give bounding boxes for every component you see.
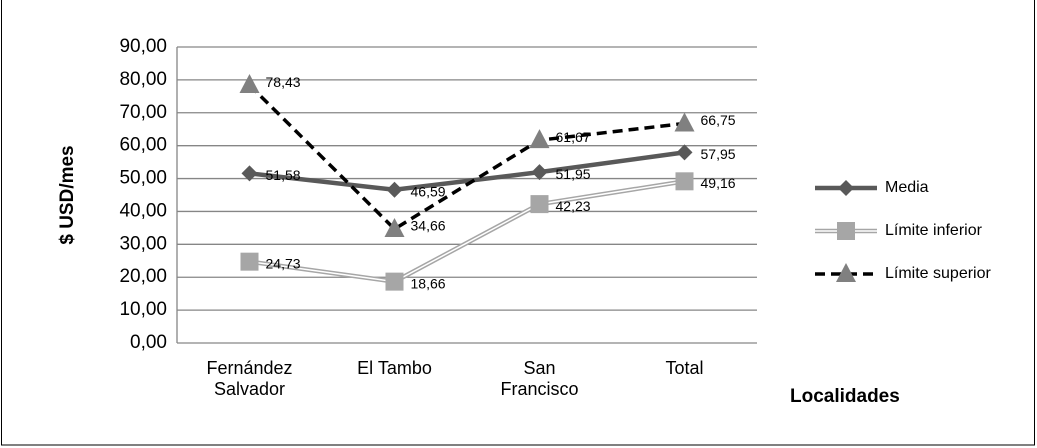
series-line <box>249 179 685 284</box>
legend-marker <box>836 263 856 282</box>
x-tick-label: Total <box>665 358 704 378</box>
series-line <box>248 83 685 232</box>
data-point <box>241 165 258 182</box>
y-tick-label: 10,00 <box>119 299 167 320</box>
x-axis-label: Localidades <box>790 386 900 407</box>
legend-label: Límite inferior <box>885 222 983 239</box>
x-tick-label: El Tambo <box>357 358 432 378</box>
data-label: 66,75 <box>701 112 736 128</box>
data-point <box>386 181 403 198</box>
legend-marker <box>838 180 854 196</box>
data-label: 61,67 <box>556 129 591 145</box>
data-label: 24,73 <box>266 255 301 271</box>
data-point <box>531 164 548 181</box>
data-point <box>675 172 694 191</box>
data-label: 51,58 <box>266 167 301 183</box>
data-point <box>529 129 550 149</box>
y-tick-label: 70,00 <box>119 102 167 123</box>
data-point <box>676 144 693 161</box>
data-point <box>240 252 259 271</box>
legend-label: Media <box>885 179 929 196</box>
y-tick-label: 0,00 <box>130 332 167 353</box>
y-tick-label: 50,00 <box>119 168 167 189</box>
y-axis-label: $ USD/mes <box>57 145 78 244</box>
data-label: 46,59 <box>411 183 446 199</box>
data-point <box>674 112 695 132</box>
data-label: 57,95 <box>701 146 736 162</box>
series-line-inner <box>249 180 685 283</box>
y-tick-label: 20,00 <box>119 266 167 287</box>
data-label: 78,43 <box>266 74 301 90</box>
x-tick-label: San Francisco <box>500 358 579 399</box>
data-point <box>530 195 549 214</box>
y-tick-label: 90,00 <box>119 36 167 57</box>
y-tick-label: 80,00 <box>119 69 167 90</box>
data-label: 49,16 <box>701 175 736 191</box>
series-line <box>249 150 685 193</box>
data-point <box>239 74 260 94</box>
data-label: 42,23 <box>556 198 591 214</box>
legend-marker <box>837 222 855 240</box>
data-label: 34,66 <box>411 218 446 234</box>
y-tick-label: 40,00 <box>119 200 167 221</box>
data-point <box>384 218 405 238</box>
y-tick-label: 30,00 <box>119 233 167 254</box>
data-point <box>385 272 404 291</box>
legend-label: Límite superior <box>885 265 991 282</box>
data-label: 51,95 <box>556 166 591 182</box>
data-label: 18,66 <box>411 275 446 291</box>
y-tick-label: 60,00 <box>119 135 167 156</box>
x-tick-label: Fernández Salvador <box>206 358 293 399</box>
